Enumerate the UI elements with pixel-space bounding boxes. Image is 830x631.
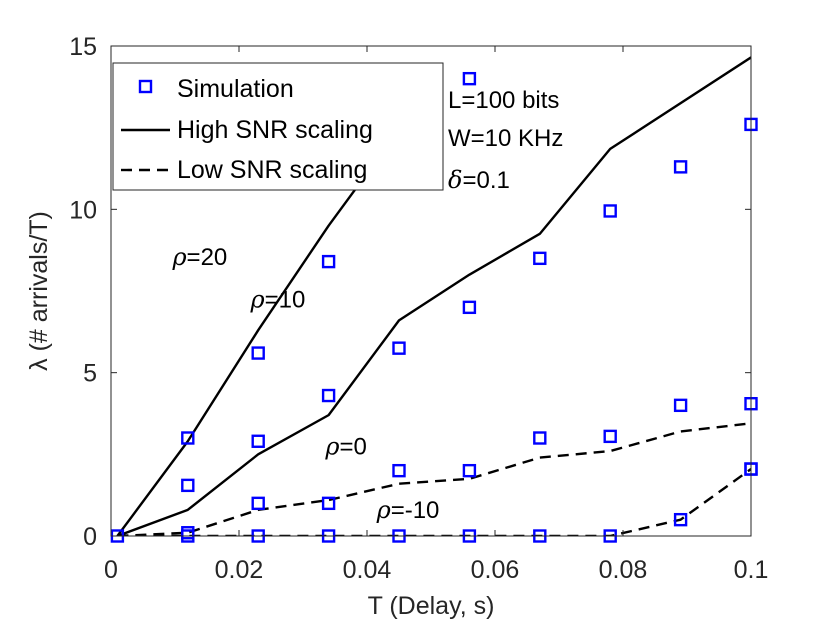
- simulation-point: [251, 496, 265, 511]
- simulation-point: [251, 346, 265, 360]
- y-tick-label: 15: [69, 33, 97, 61]
- series-line-low-snr-10: [117, 468, 751, 536]
- rho-label: ρ=-10: [376, 496, 440, 524]
- simulation-point: [603, 429, 617, 444]
- simulation-point: [673, 512, 688, 527]
- x-tick-label: 0.02: [215, 556, 264, 584]
- simulation-point: [392, 463, 406, 478]
- y-tick-label: 10: [69, 196, 97, 224]
- simulation-point: [181, 478, 195, 493]
- simulation-point: [673, 160, 688, 174]
- y-tick-label: 0: [83, 523, 97, 551]
- param-bandwidth: W=10 KHz: [448, 125, 563, 152]
- x-tick-label: 0.06: [471, 556, 520, 584]
- simulation-point: [603, 204, 617, 218]
- simulation-point: [321, 254, 336, 269]
- x-tick-label: 0.08: [599, 556, 648, 584]
- simulation-point: [181, 431, 195, 445]
- axis-ticks: 0 0.02 0.04 0.06 0.08 0.1 0 5 10 15: [69, 33, 768, 584]
- legend-label-low-snr: Low SNR scaling: [177, 156, 367, 184]
- simulation-point: [321, 388, 336, 403]
- legend: Simulation High SNR scaling Low SNR scal…: [112, 62, 444, 191]
- y-tick-label: 5: [83, 360, 97, 388]
- series-line-high-snr-10: [116, 56, 751, 536]
- simulation-point: [673, 398, 688, 413]
- axes-frame: [110, 45, 752, 537]
- legend-marker-simulation: [138, 79, 153, 94]
- param-length: L=100 bits: [448, 87, 559, 114]
- simulation-point: [533, 251, 547, 266]
- param-delta: δ=0.1: [448, 166, 510, 194]
- simulation-point: [392, 341, 406, 355]
- legend-label-simulation: Simulation: [177, 75, 294, 103]
- y-axis-label: λ (# arrivals/T): [25, 211, 53, 371]
- rho-label: ρ=0: [324, 432, 366, 460]
- rho-annotations: ρ=20 ρ=10 ρ=0 ρ=-10: [171, 243, 439, 524]
- rho-label: ρ=20: [171, 243, 227, 271]
- x-tick-label: 0: [104, 556, 118, 584]
- rho-label: ρ=10: [250, 285, 306, 313]
- simulation-point: [462, 463, 477, 478]
- delta-symbol: δ: [448, 166, 462, 194]
- simulation-point: [533, 431, 547, 445]
- x-tick-label: 0.04: [343, 556, 392, 584]
- simulation-point: [321, 496, 336, 511]
- simulation-point: [462, 71, 477, 86]
- x-tick-label: 0.1: [734, 556, 769, 584]
- delta-value: =0.1: [462, 167, 509, 194]
- simulation-point: [251, 434, 265, 448]
- series-line-high-snr-20: [116, 159, 378, 536]
- legend-label-high-snr: High SNR scaling: [177, 116, 373, 144]
- x-axis-label: T (Delay, s): [368, 592, 495, 620]
- simulation-point: [462, 300, 477, 315]
